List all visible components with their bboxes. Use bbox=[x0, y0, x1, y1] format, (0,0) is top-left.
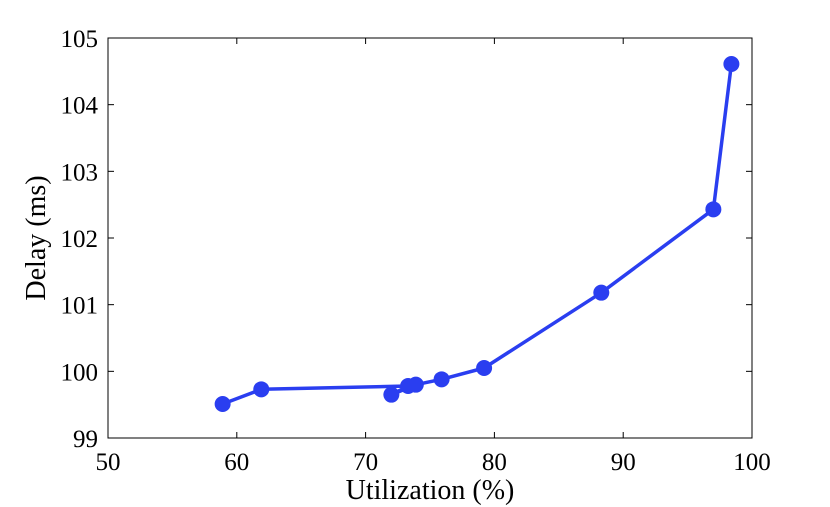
x-tick-label: 50 bbox=[96, 449, 121, 476]
plot-area-frame bbox=[107, 37, 753, 439]
y-tick-label: 101 bbox=[61, 293, 99, 320]
y-tick-label: 103 bbox=[61, 159, 99, 186]
x-tick-label: 100 bbox=[733, 449, 771, 476]
data-point bbox=[383, 386, 400, 403]
x-axis-label: Utilization (%) bbox=[346, 475, 515, 506]
series-line bbox=[221, 63, 734, 406]
x-tick-label: 90 bbox=[611, 449, 636, 476]
y-tick-label: 99 bbox=[73, 426, 98, 453]
y-tick-label: 104 bbox=[61, 93, 99, 120]
data-point bbox=[433, 371, 450, 388]
series-layer bbox=[214, 56, 740, 412]
y-tick-label: 102 bbox=[61, 226, 99, 253]
data-point bbox=[253, 381, 270, 398]
data-point bbox=[407, 376, 424, 393]
x-tick-label: 80 bbox=[482, 449, 507, 476]
y-tick-label: 105 bbox=[61, 26, 99, 53]
y-axis-label: Delay (ms) bbox=[21, 175, 52, 300]
x-axis-ticks: 50 60 70 80 90 100 bbox=[96, 38, 771, 476]
data-point bbox=[593, 284, 610, 301]
x-tick-label: 60 bbox=[224, 449, 249, 476]
data-point bbox=[723, 56, 740, 72]
y-axis-ticks: 99 100 101 102 103 104 105 bbox=[61, 26, 752, 453]
data-point bbox=[214, 396, 231, 412]
data-point bbox=[705, 201, 722, 218]
y-tick-label: 100 bbox=[61, 359, 99, 386]
data-point bbox=[476, 360, 493, 376]
x-tick-label: 70 bbox=[353, 449, 378, 476]
